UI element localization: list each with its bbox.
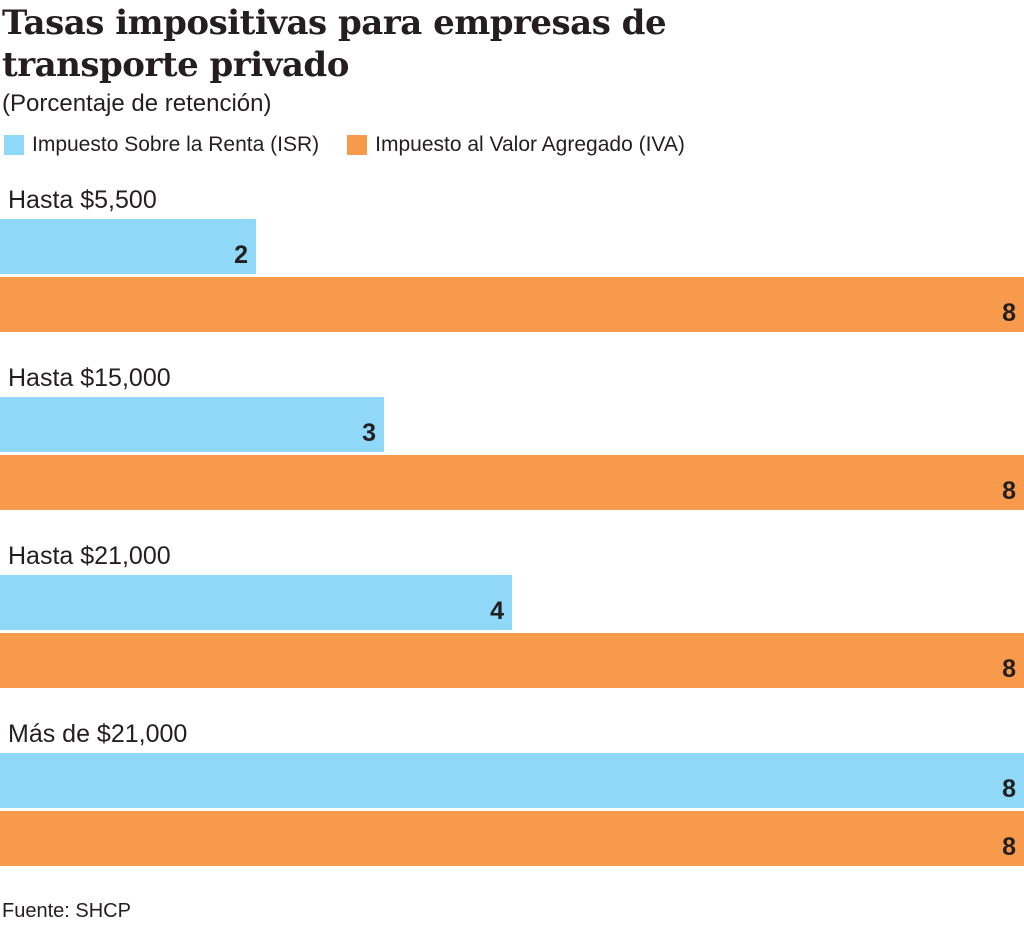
bar-isr: 2 xyxy=(0,219,256,274)
legend-item-iva: Impuesto al Valor Agregado (IVA) xyxy=(347,133,685,157)
bar-isr: 4 xyxy=(0,575,512,630)
data-label: 8 xyxy=(1002,299,1016,327)
legend-item-isr: Impuesto Sobre la Renta (ISR) xyxy=(4,133,319,157)
data-label: 8 xyxy=(1002,655,1016,683)
bar-iva: 8 xyxy=(0,277,1024,332)
bar-isr: 8 xyxy=(0,753,1024,808)
data-label: 3 xyxy=(362,419,376,447)
category-label: Hasta $5,500 xyxy=(8,186,157,214)
bar-iva: 8 xyxy=(0,811,1024,866)
legend-swatch-iva xyxy=(347,135,368,155)
source-note: Fuente: SHCP xyxy=(2,900,131,922)
category-label: Hasta $21,000 xyxy=(8,542,171,570)
legend-label-isr: Impuesto Sobre la Renta (ISR) xyxy=(32,133,320,156)
chart-title: Tasas impositivas para empresas de trans… xyxy=(2,3,667,85)
data-label: 8 xyxy=(1002,833,1016,861)
chart-subtitle: (Porcentaje de retención) xyxy=(2,90,272,117)
legend-swatch-isr xyxy=(4,135,24,155)
data-label: 8 xyxy=(1002,775,1016,803)
bar-iva: 8 xyxy=(0,455,1024,510)
legend: Impuesto Sobre la Renta (ISR) Impuesto a… xyxy=(4,133,685,157)
category-label: Más de $21,000 xyxy=(8,720,188,748)
data-label: 2 xyxy=(234,241,248,269)
bar-iva: 8 xyxy=(0,633,1024,688)
bar-isr: 3 xyxy=(0,397,384,452)
data-label: 4 xyxy=(490,597,504,625)
legend-label-iva: Impuesto al Valor Agregado (IVA) xyxy=(375,133,685,156)
data-label: 8 xyxy=(1002,477,1016,505)
category-label: Hasta $15,000 xyxy=(8,364,171,392)
